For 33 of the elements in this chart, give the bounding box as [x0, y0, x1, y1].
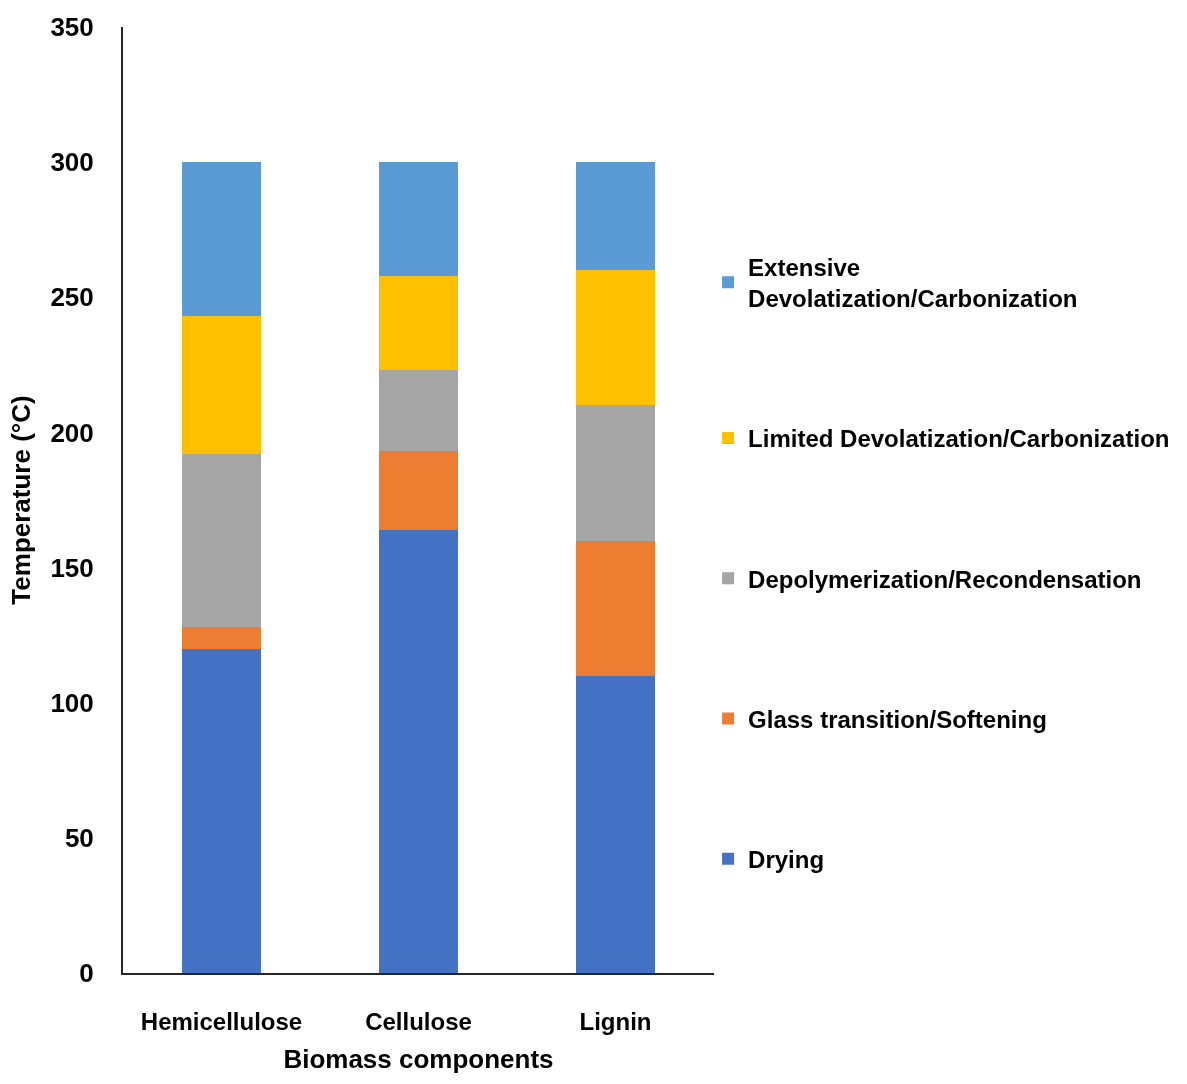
bar: [576, 675, 655, 973]
bar: [182, 454, 261, 628]
bar: [182, 162, 261, 317]
bar: [576, 162, 655, 271]
bar: [576, 405, 655, 541]
y-tick-label: 250: [50, 282, 94, 313]
x-axis-title: Biomass components: [283, 1044, 554, 1074]
y-tick-label: 350: [50, 12, 94, 43]
x-tick-label: Cellulose: [365, 1007, 472, 1035]
y-tick-label: 300: [50, 147, 94, 178]
x-tick-label: Lignin: [579, 1007, 652, 1035]
y-axis-title: Temperature (°C): [6, 395, 37, 605]
legend-label: Drying: [748, 846, 825, 874]
y-tick-label: 150: [50, 552, 94, 583]
y-tick-label: 100: [50, 687, 94, 718]
legend-label: Extensive Devolatization/Carbonization: [748, 254, 1078, 313]
legend-label: Depolymerization/Recondensation: [748, 565, 1142, 593]
bar: [379, 370, 458, 452]
y-tick-label: 0: [79, 958, 94, 989]
legend-label: Glass transition/Softening: [748, 705, 1047, 733]
bar: [182, 627, 261, 649]
bar: [576, 270, 655, 406]
x-tick-label: Hemicellulose: [140, 1007, 303, 1035]
bar: [182, 648, 261, 973]
bar: [379, 529, 458, 973]
bar: [379, 275, 458, 371]
y-tick-label: 200: [50, 417, 94, 448]
bar: [576, 540, 655, 676]
bar: [182, 316, 261, 455]
bar: [379, 162, 458, 276]
legend-label: Limited Devolatization/Carbonization: [748, 425, 1170, 453]
y-tick-label: 50: [64, 822, 94, 853]
bar: [379, 451, 458, 530]
